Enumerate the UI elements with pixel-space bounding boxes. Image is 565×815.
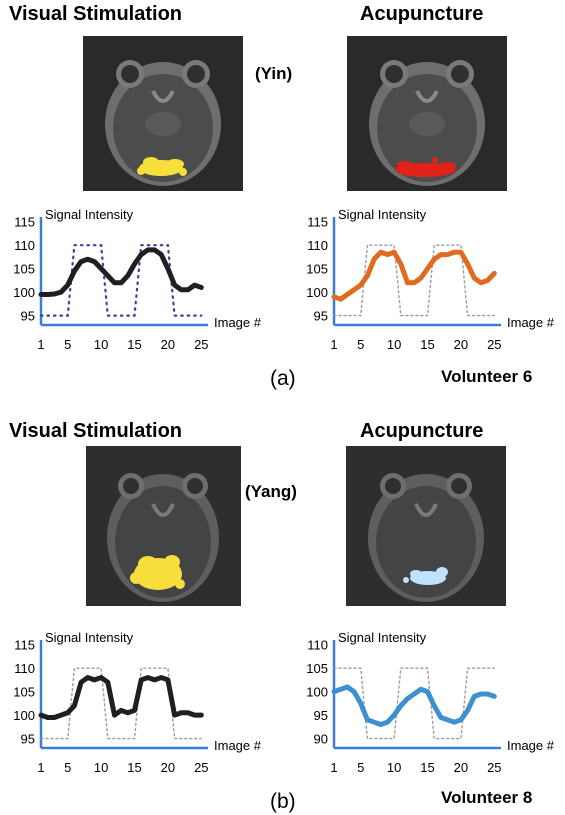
y-tick-label: 100 [306,685,328,700]
y-tick-label: 90 [314,732,328,747]
activation-yellow-large [130,555,185,590]
x-tick-label: 15 [420,760,434,775]
x-tick-label: 20 [161,337,175,352]
x-tick-label: 1 [37,337,44,352]
stimulus-series [40,667,203,740]
x-tick-label: 10 [387,760,401,775]
x-tick-label: 15 [420,337,434,352]
panel-label-b: (b) [270,790,296,813]
x-tick-label: 5 [357,760,364,775]
x-tick-label: 1 [330,337,337,352]
activation-red [395,157,456,177]
yang-label: (Yang) [245,482,297,501]
y-axis-label: Signal Intensity [45,207,134,222]
brain-scan-yang-visual [86,446,241,606]
yin-label: (Yin) [255,64,293,83]
x-tick-label: 5 [64,760,71,775]
y-tick-label: 105 [13,685,35,700]
visual-stimulation-title-a: Visual Stimulation [9,3,182,25]
brain-scan-yin-acupuncture [347,36,507,191]
x-tick-label: 1 [37,760,44,775]
signal-series [38,675,204,720]
activation-lightblue [403,567,448,585]
y-tick-label: 110 [307,238,328,253]
x-tick-label: 20 [454,760,468,775]
stimulus-series [333,667,496,740]
y-tick-label: 105 [306,262,328,277]
y-axis-label: Signal Intensity [338,630,427,645]
visual-stimulation-title-b: Visual Stimulation [9,420,182,442]
y-tick-label: 105 [306,661,328,676]
y-axis-label: Signal Intensity [338,207,427,222]
volunteer-6-label: Volunteer 6 [441,367,533,386]
volunteer-8-label: Volunteer 8 [441,788,533,807]
x-axis-label: Image # [214,738,262,753]
brain-scan-yang-acupuncture [346,446,506,606]
y-tick-label: 95 [21,309,35,324]
x-tick-label: 20 [454,337,468,352]
x-tick-label: 10 [94,760,108,775]
y-tick-label: 105 [13,262,35,277]
y-tick-label: 100 [13,708,35,723]
x-tick-label: 15 [127,337,141,352]
x-tick-label: 5 [64,337,71,352]
y-tick-label: 95 [314,708,328,723]
acupuncture-title-b: Acupuncture [360,420,484,442]
x-tick-label: 15 [127,760,141,775]
y-tick-label: 95 [314,309,328,324]
y-tick-label: 110 [307,638,328,653]
stimulus-series [333,244,496,317]
y-tick-label: 115 [307,215,328,230]
brain-image-yang-acupuncture [346,446,506,606]
acupuncture-title-a: Acupuncture [360,3,484,25]
y-tick-label: 115 [14,638,35,653]
y-tick-label: 100 [13,285,35,300]
signal-series [38,247,204,297]
x-tick-label: 10 [94,337,108,352]
x-tick-label: 25 [194,337,208,352]
x-tick-label: 25 [194,760,208,775]
panel-label-a: (a) [270,367,296,390]
x-tick-label: 10 [387,337,401,352]
signal-series [331,684,497,728]
x-tick-label: 25 [487,337,501,352]
brain-image-yin-visual [83,36,243,191]
brain-scan-yin-visual [83,36,243,191]
activation-yellow [137,157,187,176]
x-axis-label: Image # [214,315,262,330]
x-tick-label: 25 [487,760,501,775]
stimulus-series [39,244,203,317]
y-tick-label: 95 [21,732,35,747]
x-axis-label: Image # [507,315,555,330]
x-tick-label: 20 [161,760,175,775]
y-tick-label: 115 [14,215,35,230]
signal-series [331,249,497,302]
x-tick-label: 5 [357,337,364,352]
brain-image-yin-acupuncture [347,36,507,191]
x-tick-label: 1 [330,760,337,775]
y-axis-label: Signal Intensity [45,630,134,645]
y-tick-label: 110 [14,238,35,253]
y-tick-label: 110 [14,661,35,676]
x-axis-label: Image # [507,738,555,753]
y-tick-label: 100 [306,285,328,300]
